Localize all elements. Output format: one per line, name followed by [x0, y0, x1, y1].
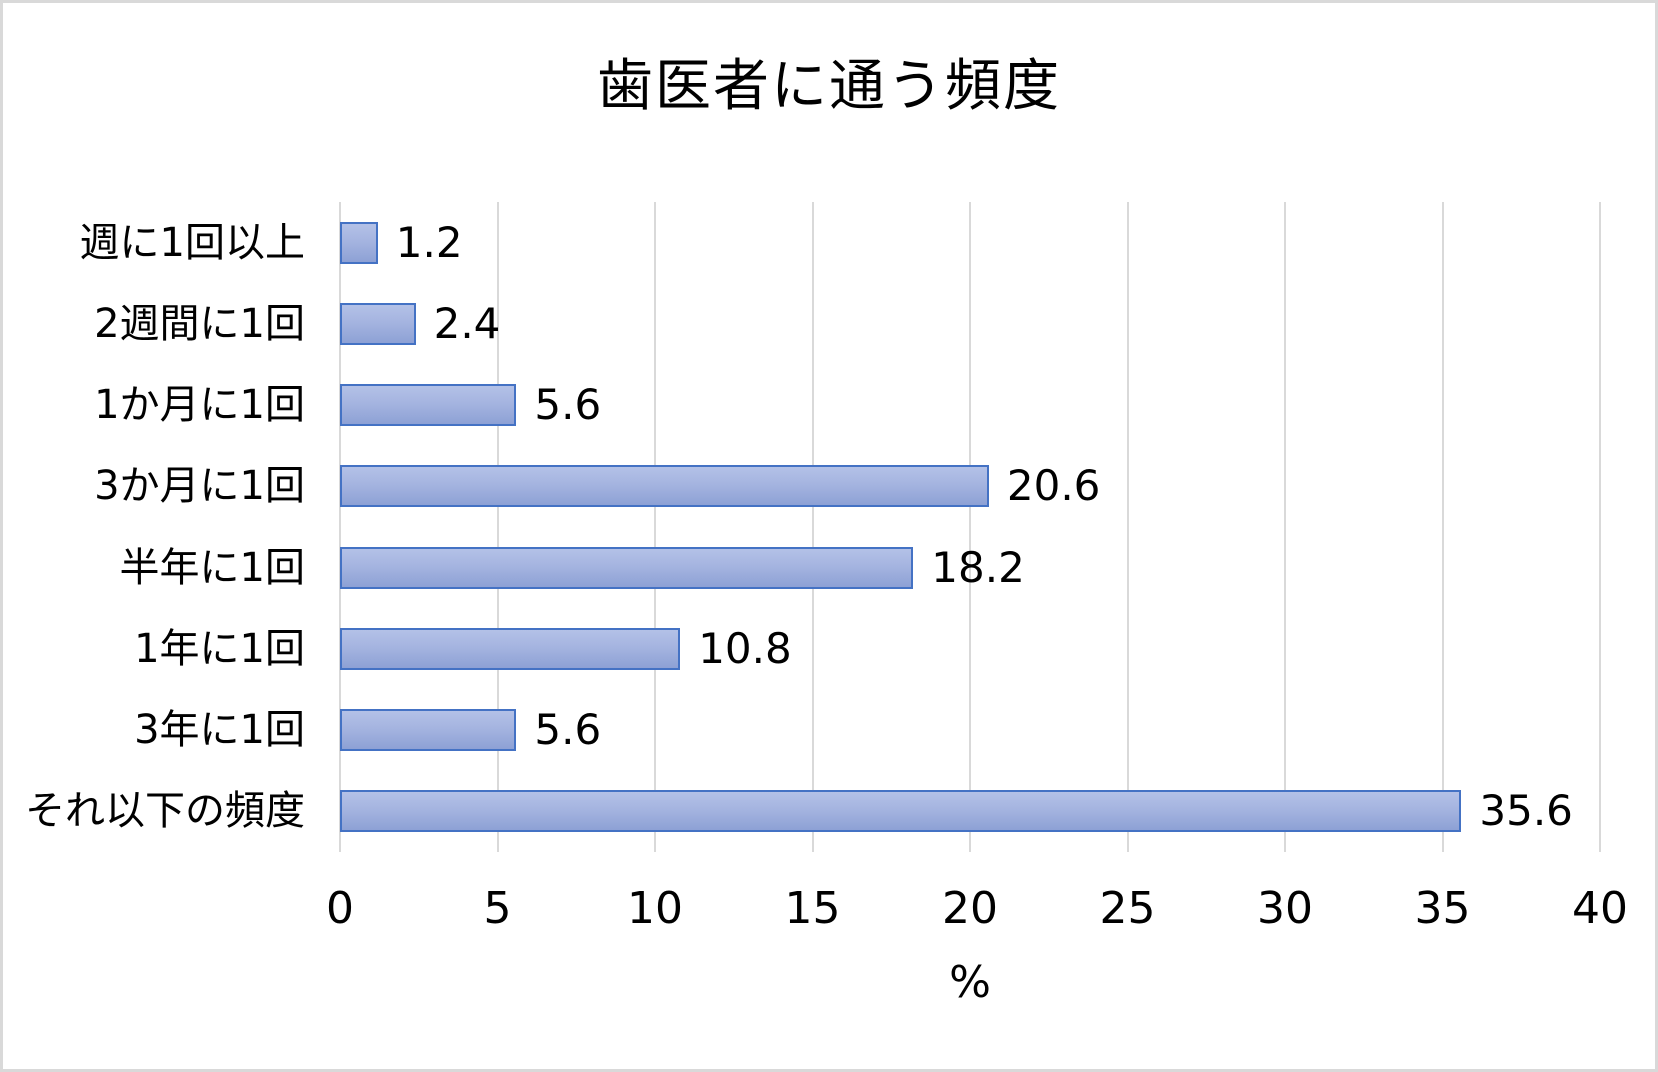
plot-area: 1.2 2.4 5.6 20.6 18.2 10.8 5.6 35.6: [339, 202, 1601, 852]
bar-1: [340, 302, 416, 345]
value-label: 10.8: [698, 623, 792, 673]
value-label: 1.2: [395, 217, 463, 267]
bar-2: [340, 384, 517, 427]
x-tick-label: 20: [942, 883, 998, 934]
bar-0: [340, 221, 378, 264]
category-label: 半年に1回: [119, 544, 305, 591]
gridline: [654, 202, 656, 852]
x-tick-label: 15: [784, 883, 841, 934]
bar-4: [340, 546, 914, 589]
x-tick-label: 30: [1257, 883, 1313, 934]
x-tick-label: 5: [483, 883, 512, 934]
gridline: [969, 202, 971, 852]
category-label: 1年に1回: [134, 625, 305, 672]
category-label: 3年に1回: [134, 707, 305, 754]
value-label: 2.4: [433, 298, 501, 348]
value-label: 20.6: [1006, 461, 1101, 511]
category-label: 1か月に1回: [94, 382, 305, 429]
bar-7: [340, 790, 1462, 833]
value-label: 35.6: [1479, 786, 1573, 836]
x-tick-label: 10: [627, 883, 683, 934]
x-tick-label: 35: [1414, 883, 1471, 934]
x-axis: 0 5 10 15 20 25 30 35 40: [326, 881, 1628, 941]
x-axis-title: %: [949, 957, 991, 1008]
category-label: 3か月に1回: [94, 463, 305, 510]
x-tick-label: 25: [1099, 883, 1156, 934]
bar-5: [340, 627, 681, 670]
category-label: 週に1回以上: [79, 219, 305, 266]
y-axis-category-labels: 週に1回以上 2週間に1回 1か月に1回 3か月に1回半年に1回 1年に1回 3年に1回そ…: [3, 202, 305, 852]
category-label: それ以下の頻度: [25, 788, 305, 835]
x-tick-label: 0: [326, 883, 354, 934]
bar-3: [340, 465, 989, 508]
category-label: 2週間に1回: [94, 300, 305, 347]
x-tick-label: 40: [1572, 883, 1628, 934]
gridline: [1284, 202, 1286, 852]
gridline: [339, 202, 341, 852]
gridline: [1126, 202, 1129, 852]
chart-title: 歯医者に通う頻度: [597, 54, 1061, 119]
value-label: 5.6: [534, 380, 602, 430]
value-label: 18.2: [931, 542, 1025, 592]
gridline: [496, 202, 499, 852]
bar-6: [340, 709, 517, 752]
gridline: [811, 202, 814, 852]
gridline: [1599, 202, 1601, 852]
gridline: [1441, 202, 1444, 852]
value-label: 5.6: [534, 705, 602, 755]
